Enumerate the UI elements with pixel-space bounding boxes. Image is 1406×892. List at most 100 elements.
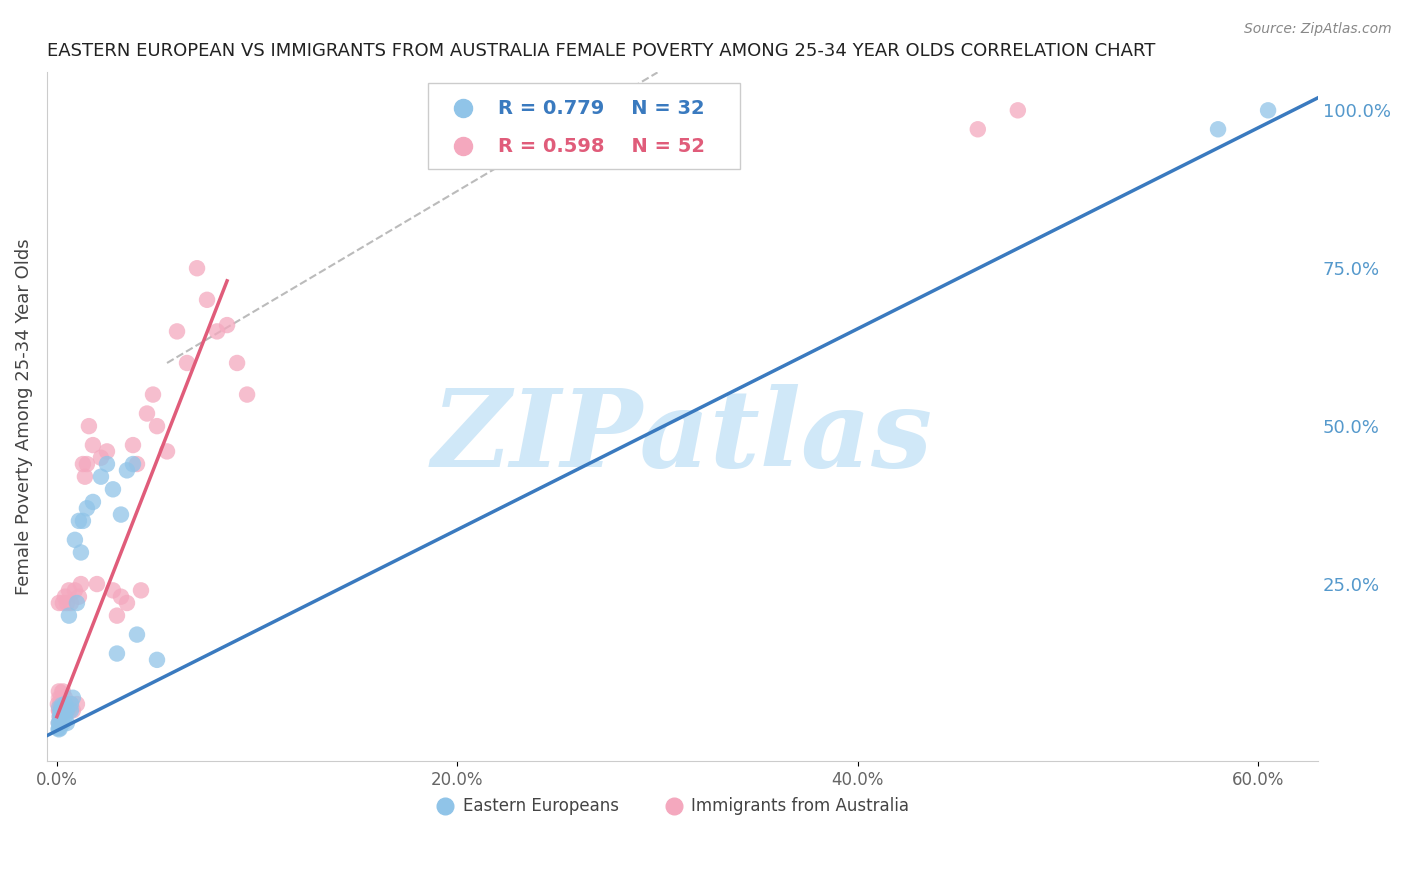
- Point: [48, 709, 70, 723]
- Point: [46, 716, 69, 731]
- Point: [49, 684, 72, 698]
- Point: [86, 577, 108, 591]
- Point: [48, 716, 70, 731]
- Point: [53, 709, 76, 723]
- Point: [51, 709, 73, 723]
- Point: [59, 697, 82, 711]
- Point: [90, 469, 112, 483]
- Text: Source: ZipAtlas.com: Source: ZipAtlas.com: [1244, 22, 1392, 37]
- Point: [73, 469, 96, 483]
- Point: [110, 590, 132, 604]
- Point: [67, 590, 90, 604]
- Point: [56, 596, 79, 610]
- Point: [82, 495, 104, 509]
- Point: [1257, 103, 1279, 118]
- Point: [58, 703, 80, 717]
- Point: [49, 697, 72, 711]
- Text: Eastern Europeans: Eastern Europeans: [463, 797, 619, 814]
- Point: [46, 697, 69, 711]
- Point: [166, 325, 188, 339]
- Text: Immigrants from Australia: Immigrants from Australia: [692, 797, 910, 814]
- Point: [53, 697, 76, 711]
- Point: [46, 690, 69, 705]
- Point: [59, 697, 82, 711]
- Point: [53, 690, 76, 705]
- Point: [101, 583, 124, 598]
- Point: [48, 723, 70, 737]
- Point: [76, 457, 98, 471]
- Point: [125, 457, 148, 471]
- Point: [142, 387, 165, 401]
- Point: [49, 709, 72, 723]
- Point: [226, 356, 249, 370]
- Point: [70, 545, 93, 559]
- Point: [51, 709, 73, 723]
- Point: [52, 716, 75, 731]
- Point: [48, 703, 70, 717]
- Y-axis label: Female Poverty Among 25-34 Year Olds: Female Poverty Among 25-34 Year Olds: [15, 238, 32, 595]
- Text: EASTERN EUROPEAN VS IMMIGRANTS FROM AUSTRALIA FEMALE POVERTY AMONG 25-34 YEAR OL: EASTERN EUROPEAN VS IMMIGRANTS FROM AUST…: [46, 42, 1156, 60]
- Point: [53, 590, 76, 604]
- Point: [52, 703, 75, 717]
- FancyBboxPatch shape: [429, 83, 740, 169]
- Point: [49, 697, 72, 711]
- Point: [76, 501, 98, 516]
- Point: [72, 514, 94, 528]
- Point: [48, 703, 70, 717]
- Point: [56, 716, 79, 731]
- Point: [48, 723, 70, 737]
- Point: [66, 697, 89, 711]
- Point: [96, 457, 118, 471]
- Point: [105, 647, 128, 661]
- Point: [63, 583, 86, 598]
- Point: [156, 444, 179, 458]
- Point: [49, 697, 72, 711]
- Point: [176, 356, 198, 370]
- Point: [115, 596, 138, 610]
- Text: ZIPatlas: ZIPatlas: [432, 384, 934, 491]
- Text: R = 0.779    N = 32: R = 0.779 N = 32: [498, 99, 704, 118]
- Point: [49, 697, 72, 711]
- Point: [49, 703, 72, 717]
- Point: [46, 716, 69, 731]
- Point: [56, 703, 79, 717]
- Point: [77, 419, 100, 434]
- Point: [186, 261, 208, 276]
- Point: [49, 709, 72, 723]
- Point: [49, 716, 72, 731]
- Point: [1007, 103, 1029, 118]
- Point: [1206, 122, 1229, 136]
- Point: [62, 703, 84, 717]
- Point: [49, 700, 72, 714]
- Point: [58, 608, 80, 623]
- Point: [136, 407, 159, 421]
- Point: [215, 318, 238, 332]
- Point: [52, 684, 75, 698]
- Point: [46, 723, 69, 737]
- Point: [96, 444, 118, 458]
- Point: [49, 703, 72, 717]
- Point: [49, 703, 72, 717]
- Point: [67, 514, 90, 528]
- Point: [101, 483, 124, 497]
- Point: [46, 709, 69, 723]
- Point: [236, 387, 259, 401]
- Point: [52, 703, 75, 717]
- Point: [59, 596, 82, 610]
- Point: [72, 457, 94, 471]
- Point: [48, 596, 70, 610]
- Point: [48, 716, 70, 731]
- Point: [48, 709, 70, 723]
- Point: [46, 723, 69, 737]
- Point: [82, 438, 104, 452]
- Point: [115, 463, 138, 477]
- Point: [966, 122, 988, 136]
- Point: [122, 457, 145, 471]
- Point: [46, 703, 69, 717]
- Point: [129, 583, 152, 598]
- Point: [48, 697, 70, 711]
- Point: [49, 723, 72, 737]
- Point: [122, 438, 145, 452]
- Point: [58, 583, 80, 598]
- Point: [90, 450, 112, 465]
